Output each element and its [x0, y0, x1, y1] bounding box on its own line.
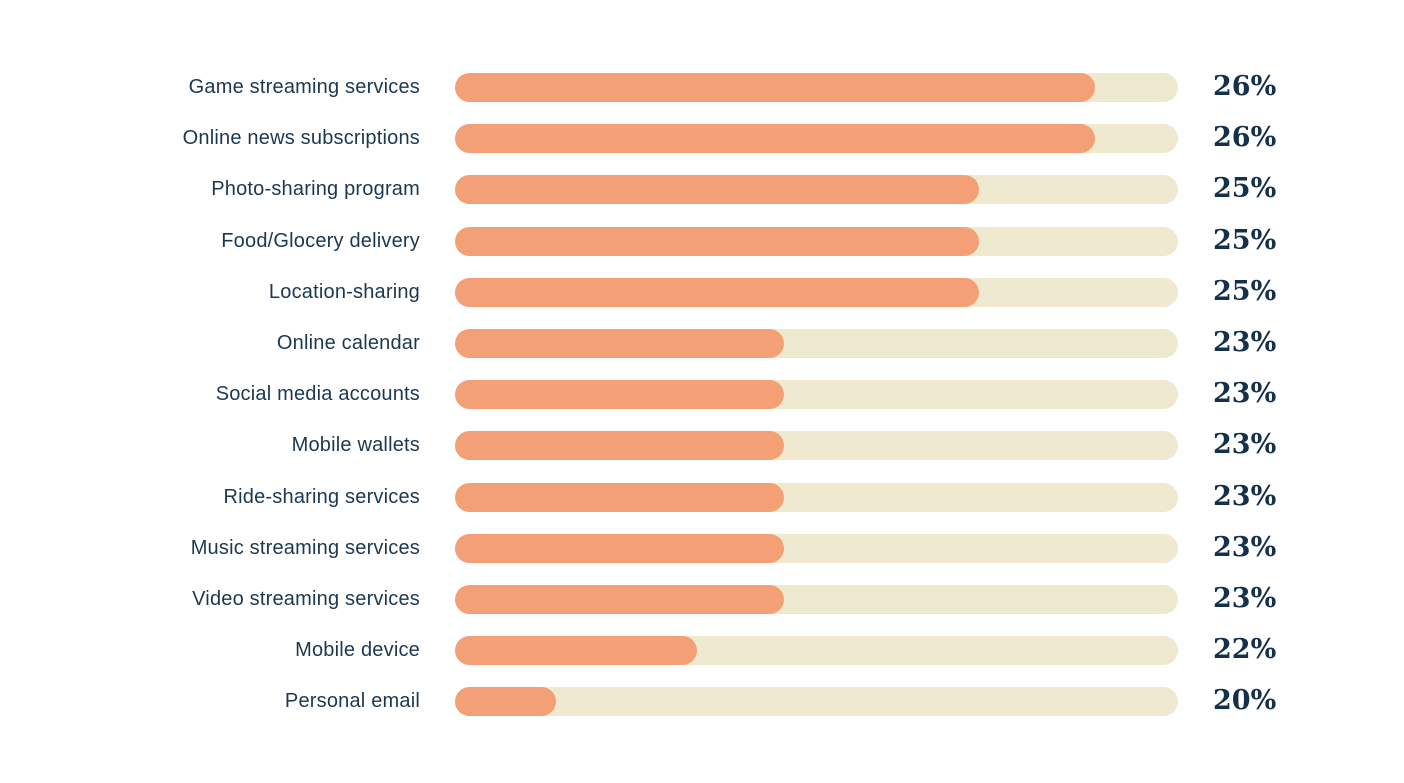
bar-value: 23% [1213, 327, 1277, 359]
bar-fill [455, 533, 784, 563]
bar-value: 22% [1213, 634, 1277, 666]
bar-fill [455, 226, 980, 256]
bar-row: Photo-sharing program 25% [0, 164, 1404, 215]
bar-fill [455, 431, 784, 461]
bar-value: 25% [1213, 275, 1277, 307]
bar-row: Online calendar 23% [0, 318, 1404, 369]
bar-row: Mobile wallets 23% [0, 420, 1404, 471]
bar-value: 20% [1213, 685, 1277, 717]
bar-value: 26% [1213, 122, 1277, 154]
bar-track [455, 584, 1178, 614]
bar-track [455, 226, 1178, 256]
bar-track [455, 482, 1178, 512]
bar-fill [455, 636, 698, 666]
bar-value: 26% [1213, 71, 1277, 103]
bar-fill [455, 73, 1095, 103]
bar-label: Location-sharing [268, 280, 420, 303]
bar-row: Mobile device 22% [0, 625, 1404, 676]
bar-row: Location-sharing 25% [0, 267, 1404, 318]
bar-row: Social media accounts 23% [0, 369, 1404, 420]
bar-row: Online news subscriptions 26% [0, 113, 1404, 164]
bar-value: 23% [1213, 429, 1277, 461]
bar-track [455, 277, 1178, 307]
bar-row: Food/Glocery delivery 25% [0, 216, 1404, 267]
bar-row: Game streaming services 26% [0, 62, 1404, 113]
bar-label: Mobile device [295, 639, 420, 662]
bar-row: Video streaming services 23% [0, 574, 1404, 625]
bar-label: Mobile wallets [291, 434, 420, 457]
bar-fill [455, 482, 784, 512]
bar-label: Music streaming services [190, 536, 420, 559]
bar-fill [455, 687, 557, 717]
bar-value: 23% [1213, 378, 1277, 410]
bar-track [455, 687, 1178, 717]
bar-value: 23% [1213, 531, 1277, 563]
bar-fill [455, 175, 980, 205]
bar-value: 23% [1213, 582, 1277, 614]
bar-label: Photo-sharing program [211, 178, 420, 201]
bar-label: Online news subscriptions [182, 127, 420, 150]
bar-row: Personal email 20% [0, 676, 1404, 727]
bar-row: Music streaming services 23% [0, 523, 1404, 574]
bar-track [455, 175, 1178, 205]
bar-label: Game streaming services [188, 76, 420, 99]
bar-label: Social media accounts [215, 383, 420, 406]
bar-track [455, 124, 1178, 154]
bar-label: Online calendar [276, 332, 420, 355]
bar-fill [455, 277, 980, 307]
bar-label: Video streaming services [192, 587, 420, 610]
bar-value: 25% [1213, 224, 1277, 256]
bar-fill [455, 329, 784, 359]
bar-track [455, 73, 1178, 103]
bar-track [455, 431, 1178, 461]
bar-fill [455, 584, 784, 614]
bar-track [455, 380, 1178, 410]
bar-track [455, 533, 1178, 563]
bar-track [455, 329, 1178, 359]
bar-row: Ride-sharing services 23% [0, 472, 1404, 523]
bar-fill [455, 380, 784, 410]
bar-track [455, 636, 1178, 666]
bar-value: 25% [1213, 173, 1277, 205]
bar-fill [455, 124, 1095, 154]
bar-value: 23% [1213, 480, 1277, 512]
bar-label: Food/Glocery delivery [221, 229, 420, 252]
bar-chart-rows: Game streaming services 26% Online news … [0, 62, 1404, 727]
bar-label: Personal email [284, 690, 420, 713]
bar-label: Ride-sharing services [223, 485, 420, 508]
